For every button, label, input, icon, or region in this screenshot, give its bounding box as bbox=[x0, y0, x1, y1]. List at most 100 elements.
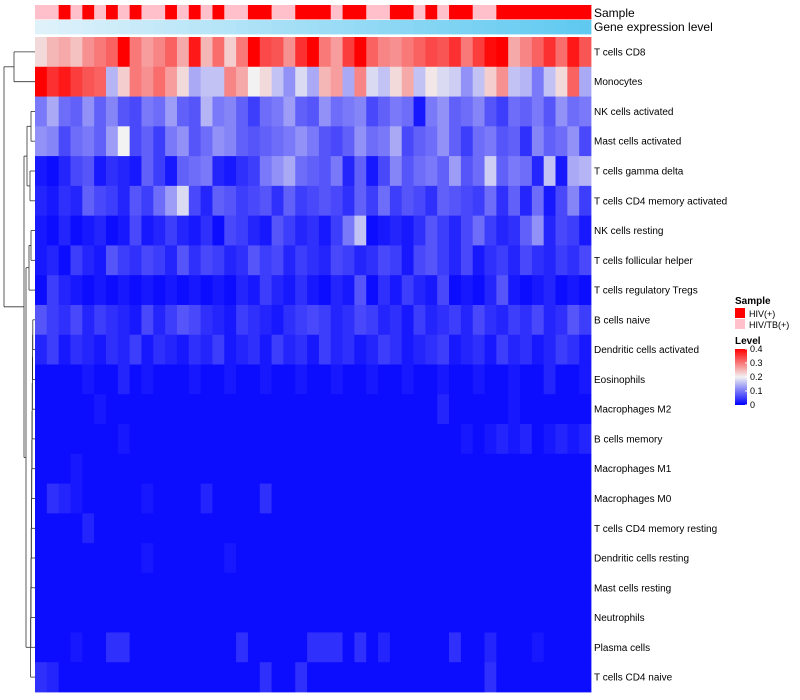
heatmap-cell bbox=[543, 37, 556, 68]
gene-expression-cell bbox=[247, 20, 261, 35]
heatmap-cell bbox=[330, 513, 343, 544]
heatmap-cell bbox=[212, 364, 225, 395]
heatmap-cell bbox=[105, 424, 119, 455]
heatmap-cell bbox=[200, 126, 213, 157]
heatmap-cell bbox=[520, 37, 533, 68]
heatmap-cell bbox=[58, 245, 71, 276]
heatmap-cell bbox=[283, 572, 296, 604]
heatmap-cell bbox=[449, 37, 462, 68]
heatmap-cell bbox=[247, 543, 261, 574]
heatmap-cell bbox=[259, 662, 272, 693]
heatmap-cell bbox=[153, 66, 166, 97]
heatmap-cell bbox=[129, 334, 142, 365]
heatmap-cell bbox=[188, 394, 202, 425]
gene-expression-cell bbox=[401, 20, 414, 35]
heatmap-cell bbox=[555, 185, 568, 217]
heatmap-cell bbox=[579, 334, 592, 365]
heatmap-cell bbox=[460, 513, 474, 544]
heatmap-cell bbox=[460, 156, 474, 187]
heatmap-cell bbox=[531, 156, 545, 187]
heatmap-cell bbox=[35, 572, 48, 604]
heatmap-cell bbox=[295, 37, 308, 68]
heatmap-cell bbox=[247, 37, 261, 68]
heatmap-cell bbox=[236, 424, 249, 455]
heatmap-cell bbox=[342, 304, 355, 336]
heatmap-cell bbox=[389, 513, 403, 544]
heatmap-cell bbox=[224, 394, 237, 425]
heatmap-cell bbox=[94, 185, 107, 217]
heatmap-cell bbox=[366, 96, 379, 127]
heatmap-cell bbox=[425, 275, 438, 306]
heatmap-cell bbox=[82, 66, 95, 97]
heatmap-cell bbox=[318, 37, 332, 68]
heatmap-cell bbox=[472, 66, 485, 97]
heatmap-cell bbox=[401, 185, 414, 217]
heatmap-cell bbox=[58, 483, 71, 514]
heatmap-cell bbox=[82, 37, 95, 68]
heatmap-cell bbox=[200, 602, 213, 633]
heatmap-cell bbox=[531, 364, 545, 395]
heatmap-cell bbox=[342, 66, 355, 97]
heatmap-cell bbox=[153, 304, 166, 336]
heatmap-cell bbox=[271, 96, 284, 127]
heatmap-cell bbox=[579, 662, 592, 693]
heatmap-cell bbox=[188, 126, 202, 157]
heatmap-cell bbox=[579, 453, 592, 484]
heatmap-cell bbox=[94, 453, 107, 484]
heatmap-cell bbox=[307, 304, 320, 336]
heatmap-cell bbox=[579, 424, 592, 455]
heatmap-cell bbox=[212, 572, 225, 604]
heatmap-cell bbox=[82, 275, 95, 306]
heatmap-cell bbox=[94, 364, 107, 395]
heatmap-cell bbox=[330, 215, 343, 246]
heatmap-cell bbox=[472, 275, 485, 306]
heatmap-cell bbox=[449, 304, 462, 336]
heatmap-cell bbox=[496, 632, 509, 663]
heatmap-cell bbox=[58, 96, 71, 127]
heatmap-cell bbox=[366, 334, 379, 365]
heatmap-cell bbox=[484, 334, 497, 365]
heatmap-cell bbox=[579, 543, 592, 574]
heatmap-cell bbox=[247, 632, 261, 663]
heatmap-cell bbox=[105, 662, 119, 693]
row-label: T cells CD4 naive bbox=[594, 673, 673, 684]
heatmap-cell bbox=[342, 483, 355, 514]
heatmap-cell bbox=[94, 245, 107, 276]
heatmap-cell bbox=[271, 483, 284, 514]
heatmap-cell bbox=[366, 275, 379, 306]
heatmap-cell bbox=[259, 424, 272, 455]
heatmap-cell bbox=[46, 185, 60, 217]
sample-cell bbox=[484, 5, 497, 20]
heatmap-cell bbox=[460, 602, 474, 633]
heatmap-cell bbox=[212, 96, 225, 127]
heatmap-cell bbox=[129, 483, 142, 514]
heatmap-cell bbox=[342, 334, 355, 365]
sample-cell bbox=[543, 5, 556, 20]
heatmap-cell bbox=[94, 334, 107, 365]
heatmap-cell bbox=[188, 37, 202, 68]
heatmap-cell bbox=[354, 364, 367, 395]
heatmap-cell bbox=[247, 96, 261, 127]
heatmap-cell bbox=[484, 394, 497, 425]
heatmap-cell bbox=[82, 632, 95, 663]
sample-cell bbox=[236, 5, 249, 20]
heatmap-cell bbox=[567, 543, 580, 574]
heatmap-cell bbox=[460, 245, 474, 276]
heatmap-cell bbox=[35, 632, 48, 663]
heatmap-cell bbox=[165, 96, 178, 127]
heatmap-cell bbox=[354, 275, 367, 306]
heatmap-cell bbox=[567, 126, 580, 157]
heatmap-cell bbox=[236, 275, 249, 306]
heatmap-cell bbox=[579, 304, 592, 336]
heatmap-cell bbox=[425, 245, 438, 276]
heatmap-cell bbox=[176, 215, 190, 246]
heatmap-cell bbox=[295, 215, 308, 246]
row-label: T cells gamma delta bbox=[594, 167, 684, 178]
heatmap-cell bbox=[58, 453, 71, 484]
heatmap-cell bbox=[58, 513, 71, 544]
sample-cell bbox=[567, 5, 580, 20]
heatmap-cell bbox=[437, 632, 450, 663]
heatmap-cell bbox=[271, 424, 284, 455]
heatmap-cell bbox=[117, 215, 131, 246]
heatmap-cell bbox=[460, 96, 474, 127]
